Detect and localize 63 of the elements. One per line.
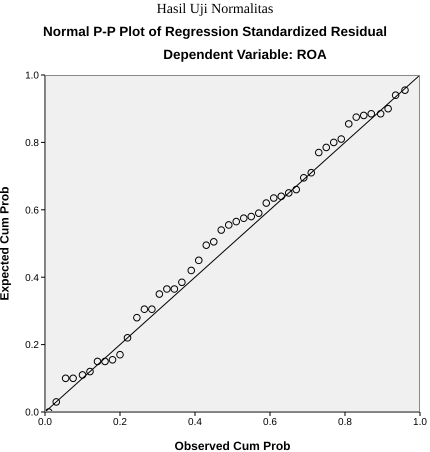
point [344, 120, 353, 128]
point [187, 266, 196, 274]
point [247, 212, 256, 220]
chart-title: Normal P-P Plot of Regression Standardized Residual [42, 23, 388, 41]
point [163, 285, 171, 293]
point [254, 209, 263, 217]
point [232, 218, 240, 226]
point [194, 256, 203, 264]
point [330, 138, 338, 146]
point [300, 174, 308, 182]
point [401, 86, 409, 94]
point [262, 199, 270, 207]
x-tick-label: 0.0 [38, 417, 52, 428]
point [240, 214, 248, 222]
point [62, 374, 70, 382]
point [86, 368, 94, 376]
point [202, 241, 210, 249]
y-tick-label: 0.6 [25, 205, 40, 216]
point [78, 371, 86, 379]
point [277, 192, 286, 200]
point [224, 221, 233, 229]
y-tick-label: 1.0 [25, 70, 40, 82]
point [116, 350, 124, 359]
point [284, 189, 293, 197]
x-tick-label: 0.6 [263, 417, 278, 428]
point [94, 358, 102, 366]
point [314, 148, 323, 156]
point [307, 168, 316, 177]
point [210, 238, 218, 246]
y-tick-label: 0.8 [25, 138, 40, 149]
point [352, 113, 360, 121]
x-tick-label: 0.4 [188, 417, 202, 428]
point [140, 305, 148, 314]
point [367, 110, 376, 118]
point [217, 226, 226, 234]
point [101, 358, 109, 366]
y-tick-label: 0.2 [25, 340, 40, 352]
y-axis-title: Expected Cum Prob [0, 186, 12, 301]
point [170, 285, 178, 293]
point [178, 278, 186, 286]
point [133, 314, 141, 322]
point [108, 356, 116, 364]
point [292, 186, 300, 194]
point [360, 112, 368, 120]
y-tick-label: 0.0 [25, 408, 40, 419]
point [270, 194, 278, 202]
x-tick-label: 0.8 [338, 417, 352, 428]
point [384, 104, 392, 112]
point [392, 91, 400, 100]
point [124, 334, 132, 342]
x-tick-label: 0.2 [113, 417, 128, 428]
point [156, 290, 164, 298]
point [337, 135, 346, 143]
point [322, 144, 330, 152]
chart-subtitle: Dependent Variable: ROA [162, 46, 328, 64]
point [69, 374, 77, 382]
x-axis-title: Observed Cum Prob [174, 439, 291, 452]
point [52, 398, 60, 406]
y-tick-label: 0.4 [25, 272, 40, 284]
point [148, 305, 156, 314]
x-tick-label: 1.0 [413, 417, 428, 428]
point [376, 110, 384, 118]
text: Hasil Uji Normalitas [156, 1, 274, 19]
